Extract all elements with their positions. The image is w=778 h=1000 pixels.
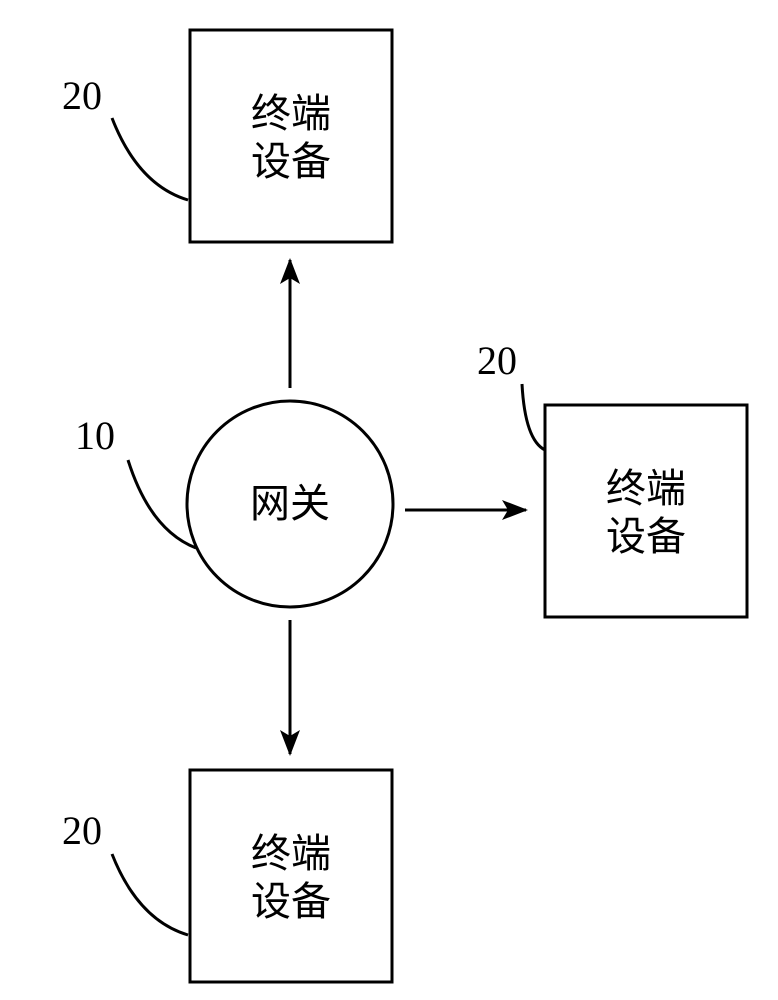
- terminal-top-label-line1: 终端: [251, 91, 331, 136]
- terminal-top-label-line2: 设备: [251, 139, 331, 184]
- terminal-right-label-line1: 终端: [606, 466, 686, 511]
- gateway-label: 网关: [250, 481, 330, 526]
- terminal-right-ref-number: 20: [477, 338, 517, 383]
- terminal-bottom-leader: [112, 854, 188, 935]
- gateway-ref-number: 10: [75, 413, 115, 458]
- terminal-right-label-line2: 设备: [606, 514, 686, 559]
- terminal-top-leader: [112, 118, 188, 200]
- network-diagram: 网关10终端设备20终端设备20终端设备20: [0, 0, 778, 1000]
- terminal-right-leader: [522, 384, 545, 450]
- terminal-bottom-label-line2: 设备: [251, 879, 331, 924]
- terminal-bottom-ref-number: 20: [62, 808, 102, 853]
- terminal-top-ref-number: 20: [62, 73, 102, 118]
- terminal-bottom-label-line1: 终端: [251, 831, 331, 876]
